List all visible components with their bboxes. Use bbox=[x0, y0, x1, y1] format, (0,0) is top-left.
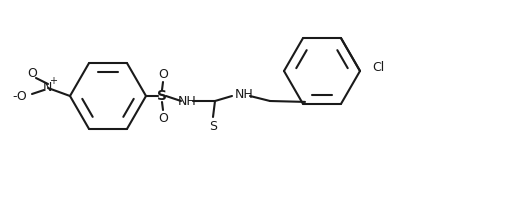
Text: N: N bbox=[42, 81, 52, 93]
Text: O: O bbox=[158, 111, 168, 125]
Text: O: O bbox=[27, 67, 37, 80]
Text: Cl: Cl bbox=[372, 61, 384, 73]
Text: S: S bbox=[157, 89, 167, 103]
Text: +: + bbox=[49, 76, 57, 86]
Text: NH: NH bbox=[178, 94, 197, 108]
Text: S: S bbox=[209, 120, 217, 132]
Text: -O: -O bbox=[13, 89, 27, 103]
Text: NH: NH bbox=[235, 88, 253, 101]
Text: O: O bbox=[158, 68, 168, 81]
